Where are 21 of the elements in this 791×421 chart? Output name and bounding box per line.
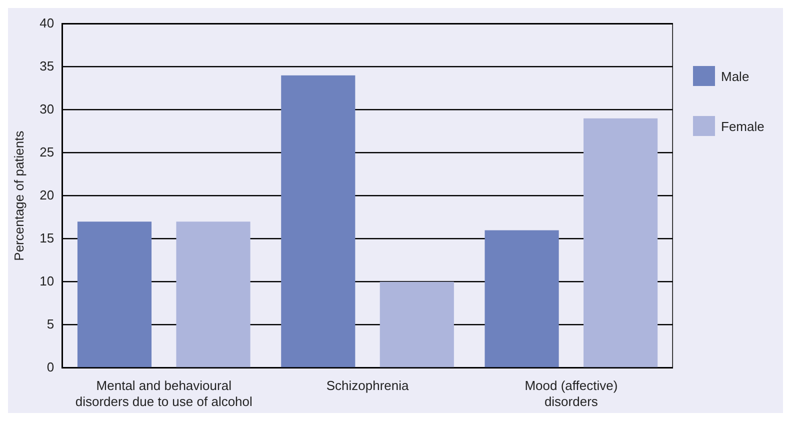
bar bbox=[380, 282, 454, 368]
y-tick-label: 0 bbox=[46, 359, 54, 374]
y-tick-label: 15 bbox=[40, 230, 54, 246]
x-tick-label: Mood (affective) disorders bbox=[524, 378, 618, 409]
legend-label: Female bbox=[721, 118, 764, 134]
y-tick-label: 25 bbox=[40, 144, 54, 160]
bar bbox=[281, 75, 356, 368]
bar bbox=[484, 230, 559, 368]
y-tick-label: 10 bbox=[40, 273, 54, 288]
y-tick-label: 20 bbox=[40, 187, 54, 202]
y-tick-label: 5 bbox=[46, 316, 54, 332]
bar bbox=[584, 118, 658, 368]
y-tick-label: 40 bbox=[40, 15, 54, 30]
legend-label: Male bbox=[721, 68, 750, 84]
y-tick-label: 35 bbox=[40, 58, 54, 74]
y-tick-label: 30 bbox=[40, 101, 54, 116]
x-tick-label: Schizophrenia bbox=[326, 378, 410, 394]
x-tick-label: Mental and behavioural disorders due to use of alcohol bbox=[75, 378, 253, 409]
bar bbox=[77, 222, 152, 368]
bar bbox=[176, 222, 250, 368]
y-axis-title: Percentage of patients bbox=[11, 130, 26, 261]
